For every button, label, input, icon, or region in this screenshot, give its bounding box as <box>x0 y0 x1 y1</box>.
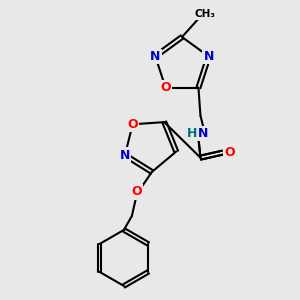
Text: N: N <box>203 50 214 63</box>
Text: N: N <box>150 50 161 63</box>
Text: N: N <box>120 148 130 162</box>
Text: O: O <box>224 146 235 159</box>
Text: H: H <box>187 127 198 140</box>
Text: N: N <box>198 127 208 140</box>
Text: O: O <box>160 81 171 94</box>
Text: O: O <box>132 185 142 198</box>
Text: O: O <box>127 118 138 131</box>
Text: CH₃: CH₃ <box>194 9 215 19</box>
